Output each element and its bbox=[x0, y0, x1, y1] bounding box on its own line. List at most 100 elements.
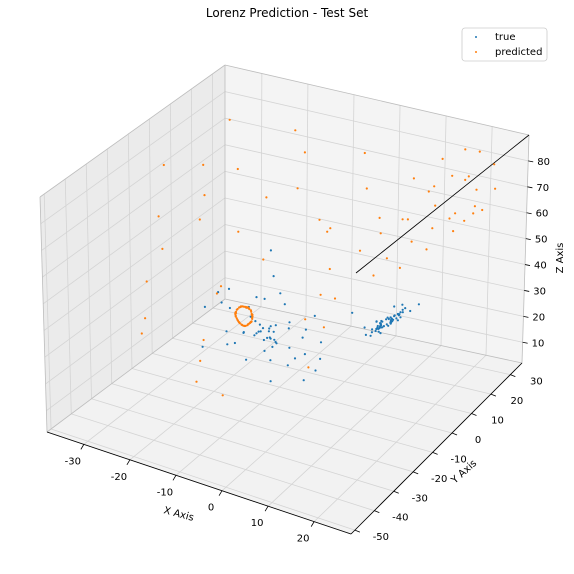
predicted-point bbox=[379, 217, 381, 219]
predicted-point bbox=[493, 163, 495, 165]
predicted-point bbox=[203, 339, 205, 341]
x-tick-mark bbox=[219, 491, 222, 496]
x-tick-mark bbox=[127, 460, 130, 465]
predicted-point bbox=[262, 258, 264, 260]
true-point bbox=[253, 334, 255, 336]
true-point bbox=[364, 326, 366, 328]
true-point bbox=[402, 309, 404, 311]
predicted-point bbox=[329, 268, 331, 270]
y-tick-mark bbox=[433, 452, 438, 454]
predicted-point bbox=[237, 308, 239, 310]
predicted-point bbox=[428, 190, 430, 192]
true-point bbox=[260, 330, 262, 332]
x-tick-label: 20 bbox=[297, 534, 310, 545]
predicted-point bbox=[238, 321, 240, 323]
predicted-point bbox=[481, 209, 483, 211]
true-point bbox=[273, 275, 275, 277]
true-point bbox=[319, 358, 321, 360]
predicted-point bbox=[454, 212, 456, 214]
true-point bbox=[375, 321, 377, 323]
true-point bbox=[275, 341, 277, 343]
true-point bbox=[229, 307, 231, 309]
z-tick-label: 10 bbox=[532, 338, 545, 349]
true-point bbox=[387, 317, 389, 319]
true-point bbox=[270, 338, 272, 340]
predicted-point bbox=[158, 215, 160, 217]
true-point bbox=[397, 319, 399, 321]
predicted-point bbox=[237, 168, 239, 170]
y-tick-mark bbox=[355, 530, 360, 532]
z-tick-label: 30 bbox=[533, 286, 546, 297]
predicted-point bbox=[434, 205, 436, 207]
legend-label-true: true bbox=[495, 32, 516, 43]
predicted-point bbox=[304, 318, 306, 320]
y-tick-mark bbox=[452, 433, 457, 435]
legend-marker-true bbox=[475, 36, 477, 38]
true-point bbox=[304, 353, 306, 355]
y-tick-mark bbox=[491, 394, 496, 396]
true-point bbox=[284, 303, 286, 305]
predicted-point bbox=[451, 175, 453, 177]
z-tick-mark bbox=[523, 316, 528, 317]
true-point bbox=[402, 311, 404, 313]
z-tick-mark bbox=[523, 342, 528, 343]
true-point bbox=[255, 296, 257, 298]
true-point bbox=[395, 317, 397, 319]
true-point bbox=[381, 321, 383, 323]
y-tick-mark bbox=[471, 414, 476, 416]
true-point bbox=[268, 330, 270, 332]
true-point bbox=[375, 330, 377, 332]
predicted-point bbox=[294, 129, 296, 131]
x-tick-label: -20 bbox=[111, 472, 127, 483]
true-point bbox=[371, 331, 373, 333]
predicted-point bbox=[329, 227, 331, 229]
predicted-point bbox=[452, 230, 454, 232]
true-point bbox=[320, 341, 322, 343]
predicted-point bbox=[413, 177, 415, 179]
z-tick-label: 40 bbox=[534, 261, 547, 272]
true-point bbox=[371, 328, 373, 330]
true-point bbox=[377, 325, 379, 327]
true-point bbox=[263, 350, 265, 352]
true-point bbox=[288, 321, 290, 323]
predicted-point bbox=[475, 189, 477, 191]
true-point bbox=[370, 335, 372, 337]
predicted-point bbox=[220, 285, 222, 287]
true-point bbox=[270, 380, 272, 382]
true-point bbox=[258, 331, 260, 333]
predicted-point bbox=[297, 187, 299, 189]
true-point bbox=[294, 357, 296, 359]
true-point bbox=[243, 331, 245, 333]
predicted-point bbox=[216, 292, 218, 294]
x-tick-mark bbox=[265, 506, 268, 511]
true-point bbox=[314, 369, 316, 371]
true-point bbox=[221, 301, 223, 303]
z-tick-label: 20 bbox=[532, 312, 545, 323]
predicted-point bbox=[250, 321, 252, 323]
true-point bbox=[397, 313, 399, 315]
z-tick-label: 50 bbox=[535, 235, 548, 246]
predicted-point bbox=[463, 220, 465, 222]
x-tick-mark bbox=[173, 475, 176, 480]
y-tick-label: -30 bbox=[412, 493, 428, 504]
true-point bbox=[351, 312, 353, 314]
predicted-point bbox=[431, 227, 433, 229]
legend: true predicted bbox=[462, 28, 547, 61]
true-point bbox=[269, 359, 271, 361]
true-point bbox=[264, 298, 266, 300]
y-tick-label: -40 bbox=[392, 513, 408, 524]
true-point bbox=[262, 327, 264, 329]
true-point bbox=[270, 325, 272, 327]
predicted-point bbox=[251, 314, 253, 316]
predicted-point bbox=[468, 175, 470, 177]
true-point bbox=[399, 316, 401, 318]
z-tick-label: 60 bbox=[536, 209, 549, 220]
y-tick-label: -20 bbox=[431, 474, 447, 485]
predicted-point bbox=[366, 187, 368, 189]
predicted-point bbox=[235, 312, 237, 314]
predicted-point bbox=[359, 250, 361, 252]
true-point bbox=[390, 316, 392, 318]
true-point bbox=[259, 324, 261, 326]
predicted-point bbox=[448, 217, 450, 219]
